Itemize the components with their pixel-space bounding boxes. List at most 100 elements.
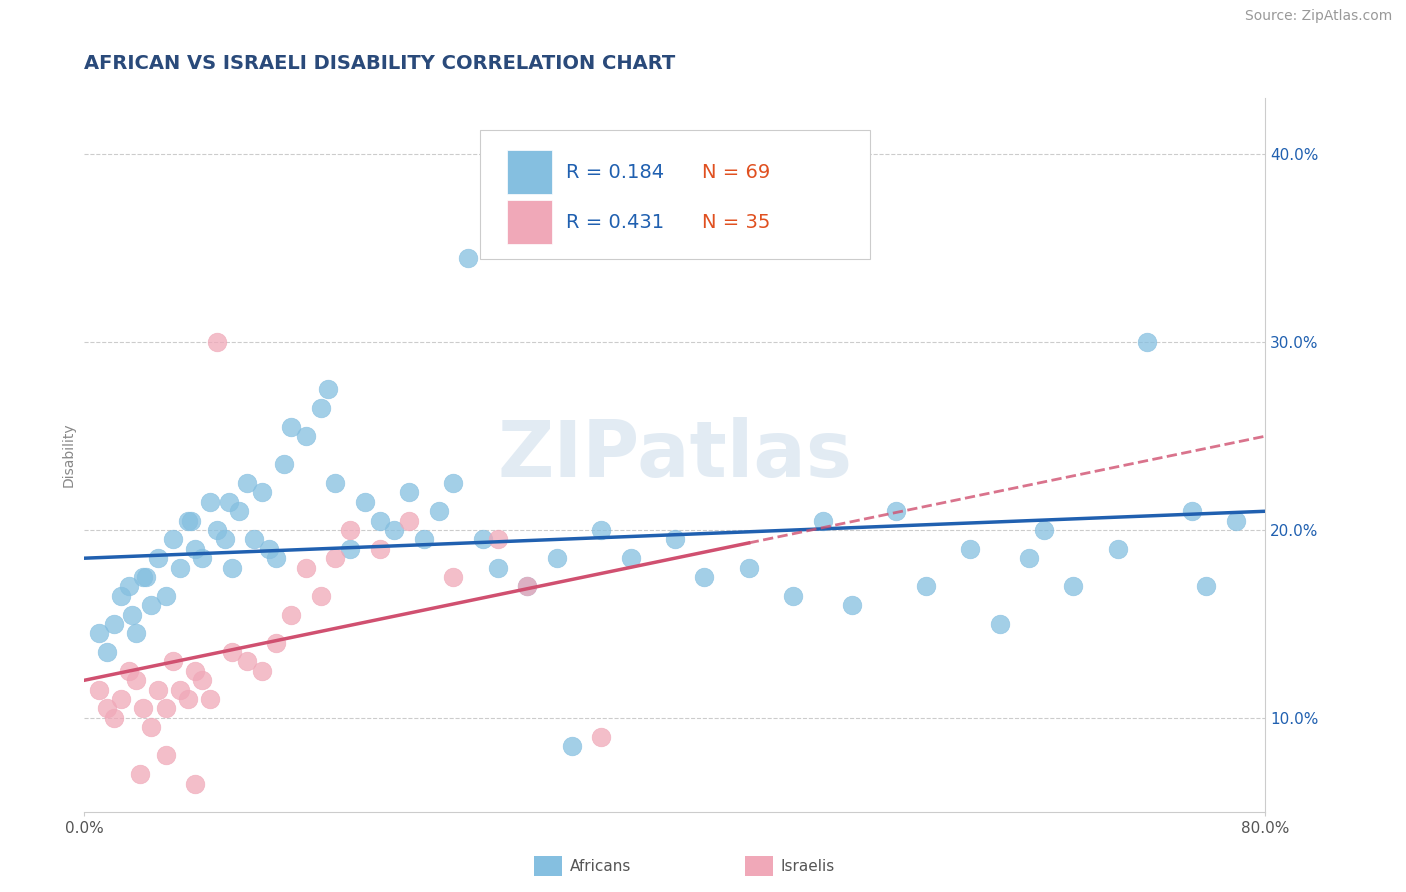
- FancyBboxPatch shape: [479, 130, 870, 259]
- Point: [316, 382, 339, 396]
- Text: ZIPatlas: ZIPatlas: [498, 417, 852, 493]
- Point: [214, 533, 236, 547]
- Point: [959, 541, 981, 556]
- Point: [155, 701, 177, 715]
- Point: [191, 551, 214, 566]
- Point: [693, 570, 716, 584]
- Point: [96, 701, 118, 715]
- Text: Africans: Africans: [569, 859, 631, 873]
- Point: [228, 504, 250, 518]
- Bar: [508, 200, 553, 244]
- Point: [177, 514, 200, 528]
- Point: [221, 645, 243, 659]
- Point: [368, 541, 391, 556]
- Point: [295, 429, 318, 443]
- Point: [273, 458, 295, 472]
- Point: [198, 692, 221, 706]
- Point: [184, 664, 207, 678]
- Point: [472, 533, 495, 547]
- Text: AFRICAN VS ISRAELI DISABILITY CORRELATION CHART: AFRICAN VS ISRAELI DISABILITY CORRELATIO…: [84, 54, 676, 72]
- Point: [280, 419, 302, 434]
- Point: [169, 560, 191, 574]
- Point: [118, 664, 141, 678]
- Bar: [508, 150, 553, 194]
- Point: [264, 551, 288, 566]
- Point: [1018, 551, 1040, 566]
- Point: [139, 720, 162, 734]
- Point: [132, 701, 155, 715]
- Point: [243, 533, 266, 547]
- Point: [619, 551, 641, 566]
- Point: [129, 767, 152, 781]
- Point: [988, 616, 1011, 631]
- Text: N = 35: N = 35: [702, 213, 770, 232]
- Point: [309, 589, 332, 603]
- Point: [1063, 579, 1085, 593]
- Point: [486, 560, 509, 574]
- Point: [398, 485, 420, 500]
- Point: [1195, 579, 1218, 593]
- Point: [841, 598, 863, 612]
- Point: [309, 401, 332, 415]
- Point: [110, 589, 132, 603]
- Point: [169, 682, 191, 697]
- Point: [516, 579, 538, 593]
- Point: [560, 739, 583, 753]
- Point: [87, 682, 111, 697]
- Point: [155, 748, 177, 763]
- Point: [191, 673, 214, 688]
- Point: [457, 251, 479, 265]
- Point: [295, 560, 318, 574]
- Point: [280, 607, 302, 622]
- Point: [811, 514, 834, 528]
- Point: [235, 655, 259, 669]
- Point: [184, 776, 207, 790]
- Point: [110, 692, 132, 706]
- Point: [1107, 541, 1129, 556]
- Point: [339, 541, 361, 556]
- Point: [413, 533, 436, 547]
- Point: [139, 598, 162, 612]
- Point: [132, 570, 155, 584]
- Point: [782, 589, 804, 603]
- Point: [368, 514, 391, 528]
- Point: [205, 523, 228, 537]
- Point: [205, 335, 228, 350]
- Point: [339, 523, 361, 537]
- Point: [441, 476, 464, 491]
- Point: [427, 504, 450, 518]
- Text: Israelis: Israelis: [780, 859, 835, 873]
- Point: [177, 692, 200, 706]
- Point: [1032, 523, 1054, 537]
- Point: [235, 476, 259, 491]
- Point: [546, 551, 568, 566]
- Point: [155, 589, 177, 603]
- Text: R = 0.431: R = 0.431: [567, 213, 665, 232]
- Point: [738, 560, 761, 574]
- Point: [96, 645, 118, 659]
- Point: [118, 579, 141, 593]
- Point: [221, 560, 243, 574]
- Point: [257, 541, 280, 556]
- Point: [354, 495, 377, 509]
- Point: [1180, 504, 1202, 518]
- Point: [398, 514, 420, 528]
- Point: [135, 570, 157, 584]
- Point: [180, 514, 202, 528]
- Point: [103, 616, 125, 631]
- Point: [886, 504, 908, 518]
- Text: R = 0.184: R = 0.184: [567, 163, 665, 182]
- Point: [184, 541, 207, 556]
- Point: [486, 533, 509, 547]
- Point: [323, 551, 347, 566]
- Y-axis label: Disability: Disability: [62, 423, 76, 487]
- Point: [125, 673, 148, 688]
- Text: N = 69: N = 69: [702, 163, 770, 182]
- Point: [591, 730, 613, 744]
- Point: [591, 523, 613, 537]
- Point: [125, 626, 148, 640]
- Point: [382, 523, 406, 537]
- Point: [103, 711, 125, 725]
- Point: [664, 533, 686, 547]
- Text: Source: ZipAtlas.com: Source: ZipAtlas.com: [1244, 9, 1392, 23]
